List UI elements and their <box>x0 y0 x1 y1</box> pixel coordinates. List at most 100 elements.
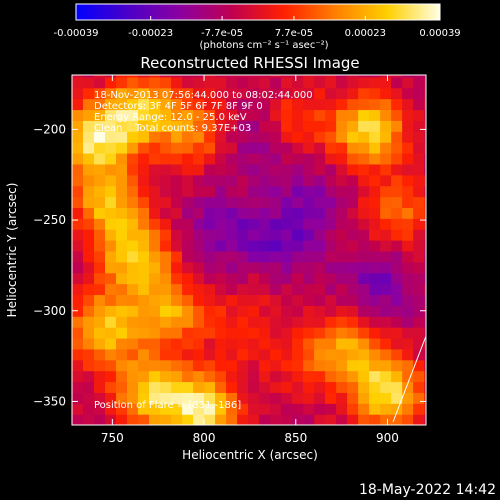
heatmap-cell <box>105 75 117 78</box>
heatmap-cell <box>237 75 249 78</box>
heatmap-cell <box>226 174 238 187</box>
heatmap-cell <box>336 75 348 78</box>
heatmap-cell <box>270 196 282 208</box>
heatmap-cell <box>160 75 172 78</box>
heatmap-cell <box>314 229 326 241</box>
heatmap-cell <box>215 87 227 100</box>
heatmap-cell <box>94 261 106 274</box>
heatmap-cell <box>380 207 392 219</box>
heatmap-cell <box>303 403 315 415</box>
heatmap-cell <box>380 218 392 230</box>
heatmap-cell <box>116 152 128 165</box>
heatmap-cell <box>248 403 260 415</box>
heatmap-cell <box>204 120 216 132</box>
heatmap-cell <box>72 174 84 187</box>
heatmap-cell <box>171 403 183 415</box>
heatmap-cell <box>160 207 172 219</box>
heatmap-cell <box>237 316 249 328</box>
heatmap-cell <box>314 87 326 100</box>
heatmap-cell <box>171 392 183 404</box>
heatmap-cell <box>270 75 282 78</box>
heatmap-cell <box>171 283 183 296</box>
heatmap-cell <box>391 392 403 404</box>
heatmap-cell <box>380 196 392 208</box>
heatmap-cell <box>369 327 381 339</box>
heatmap-cell <box>391 142 403 154</box>
heatmap-cell <box>292 261 304 274</box>
heatmap-cell <box>281 76 293 89</box>
heatmap-cell <box>292 392 304 404</box>
heatmap-cell <box>248 316 260 328</box>
heatmap-cell <box>259 359 271 372</box>
heatmap-cell <box>413 381 425 393</box>
heatmap-cell <box>259 109 271 121</box>
heatmap-cell <box>292 87 304 100</box>
heatmap-cell <box>193 240 205 252</box>
heatmap-cell <box>127 109 139 121</box>
heatmap-cell <box>380 392 392 404</box>
heatmap-cell <box>391 250 403 263</box>
heatmap-cell <box>259 392 271 404</box>
heatmap-cell <box>182 98 194 111</box>
heatmap-cell <box>413 392 425 404</box>
heatmap-cell <box>149 250 161 263</box>
heatmap-cell <box>204 87 216 100</box>
heatmap-cell <box>303 75 315 78</box>
heatmap-cell <box>413 75 425 78</box>
heatmap-cell <box>369 272 381 285</box>
heatmap-cell <box>237 142 249 154</box>
heatmap-cell <box>358 131 370 143</box>
heatmap-cell <box>149 305 161 317</box>
heatmap-cell <box>215 327 227 339</box>
heatmap-cell <box>105 250 117 263</box>
heatmap-cell <box>193 163 205 176</box>
heatmap-cell <box>402 174 414 187</box>
heatmap-cell <box>336 174 348 187</box>
heatmap-cell <box>138 283 150 296</box>
heatmap-cell <box>116 316 128 328</box>
heatmap-cell <box>182 152 194 165</box>
heatmap-cell <box>380 76 392 89</box>
heatmap-cell <box>325 87 337 100</box>
heatmap-cell <box>160 294 172 306</box>
heatmap-cell <box>204 337 216 350</box>
heatmap-cell <box>248 152 260 165</box>
heatmap-cell <box>270 120 282 132</box>
heatmap-cell <box>347 348 359 361</box>
heatmap-cell <box>149 381 161 393</box>
heatmap-cell <box>83 163 95 176</box>
heatmap-cell <box>215 294 227 306</box>
x-tick-label: 750 <box>101 431 124 445</box>
heatmap-cell <box>248 370 260 383</box>
heatmap-cell <box>182 261 194 274</box>
heatmap-cell <box>193 403 205 415</box>
heatmap-cell <box>160 120 172 132</box>
heatmap-cell <box>402 294 414 306</box>
heatmap-cell <box>413 87 425 100</box>
heatmap-cell <box>226 185 238 198</box>
heatmap-cell <box>193 250 205 263</box>
heatmap-cell <box>215 337 227 350</box>
heatmap-cell <box>314 327 326 339</box>
heatmap-cell <box>237 381 249 393</box>
heatmap-cell <box>138 272 150 285</box>
heatmap-cell <box>94 283 106 296</box>
heatmap-cell <box>292 163 304 176</box>
heatmap-cell <box>402 152 414 165</box>
heatmap-cell <box>281 229 293 241</box>
heatmap-cell <box>303 370 315 383</box>
heatmap-cell <box>105 185 117 198</box>
heatmap-cell <box>270 229 282 241</box>
heatmap-cell <box>281 337 293 350</box>
heatmap-cell <box>391 381 403 393</box>
heatmap-cell <box>270 370 282 383</box>
heatmap-cell <box>237 120 249 132</box>
heatmap-cell <box>347 87 359 100</box>
heatmap-cell <box>402 327 414 339</box>
heatmap-cell <box>314 414 326 425</box>
heatmap-cell <box>314 152 326 165</box>
heatmap-cell <box>402 250 414 263</box>
heatmap-cell <box>226 359 238 372</box>
heatmap-cell <box>248 174 260 187</box>
heatmap-cell <box>281 316 293 328</box>
